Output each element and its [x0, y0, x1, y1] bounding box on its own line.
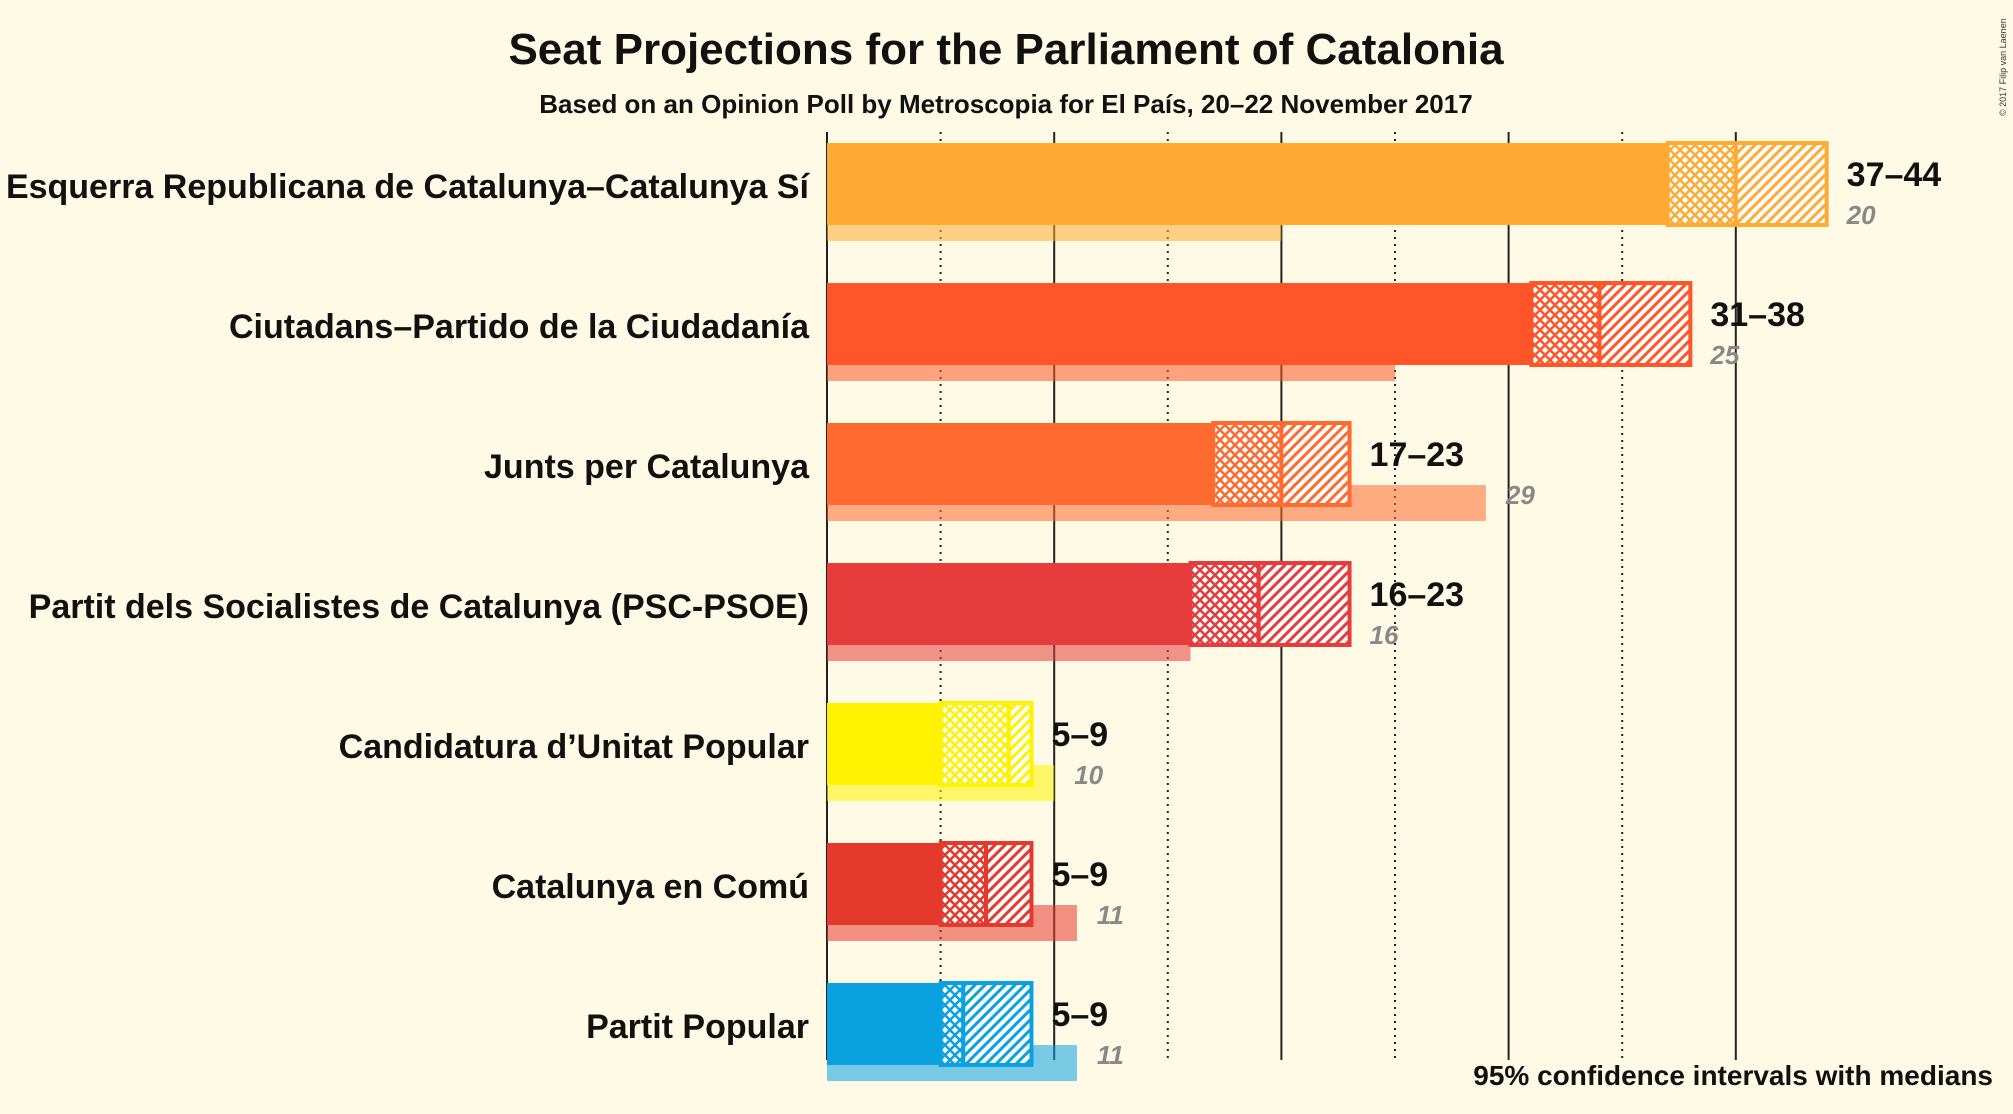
- party-row: Esquerra Republicana de Catalunya–Catalu…: [6, 141, 1942, 241]
- previous-result-label: 29: [1505, 480, 1535, 510]
- ci-upper-bar: [1279, 421, 1352, 507]
- ci-lower-bar: [1665, 141, 1738, 227]
- ci-upper-bar: [1006, 701, 1034, 787]
- ci-upper-bar: [1256, 561, 1352, 647]
- range-label: 31–38: [1710, 296, 1805, 334]
- previous-result-label: 11: [1097, 900, 1124, 930]
- party-label: Esquerra Republicana de Catalunya–Catalu…: [6, 168, 811, 206]
- ci-lower-bar: [938, 981, 966, 1067]
- party-label: Junts per Catalunya: [484, 448, 810, 486]
- solid-bar: [827, 563, 1191, 645]
- range-label: 17–23: [1370, 436, 1465, 474]
- range-label: 37–44: [1847, 156, 1942, 194]
- previous-result-label: 16: [1370, 620, 1399, 650]
- ci-lower-bar: [1188, 561, 1261, 647]
- range-label: 5–9: [1051, 996, 1108, 1034]
- previous-result-label: 10: [1074, 760, 1103, 790]
- ci-upper-bar: [984, 841, 1034, 927]
- party-label: Catalunya en Comú: [492, 868, 809, 906]
- chart-title: Seat Projections for the Parliament of C…: [508, 25, 1504, 74]
- solid-bar: [827, 843, 941, 925]
- solid-bar: [827, 283, 1532, 365]
- party-label: Candidatura d’Unitat Popular: [339, 728, 809, 766]
- party-label: Partit Popular: [586, 1008, 809, 1046]
- solid-bar: [827, 143, 1668, 225]
- party-label: Ciutadans–Partido de la Ciudadanía: [229, 308, 810, 346]
- previous-result-label: 11: [1097, 1040, 1124, 1070]
- ci-lower-bar: [1529, 281, 1602, 367]
- copyright-text: © 2017 Filip van Laenen: [1998, 18, 2008, 116]
- ci-lower-bar: [938, 701, 1011, 787]
- confidence-note: 95% confidence intervals with medians: [1473, 1060, 1993, 1091]
- solid-bar: [827, 983, 941, 1065]
- range-label: 5–9: [1051, 856, 1108, 894]
- ci-lower-bar: [938, 841, 989, 927]
- ci-lower-bar: [1211, 421, 1284, 507]
- party-row: Junts per Catalunya 17–23 29: [484, 421, 1535, 521]
- party-row: Partit Popular 5–9 11: [586, 981, 1124, 1081]
- party-row: Candidatura d’Unitat Popular 5–9 10: [339, 701, 1108, 801]
- range-label: 5–9: [1051, 716, 1108, 754]
- party-label: Partit dels Socialistes de Catalunya (PS…: [29, 588, 809, 626]
- chart-subtitle: Based on an Opinion Poll by Metroscopia …: [539, 89, 1472, 119]
- previous-result-label: 20: [1846, 200, 1876, 230]
- ci-upper-bar: [961, 981, 1034, 1067]
- solid-bar: [827, 703, 941, 785]
- bars-layer: Esquerra Republicana de Catalunya–Catalu…: [6, 141, 1942, 1081]
- ci-upper-bar: [1733, 141, 1829, 227]
- range-label: 16–23: [1370, 576, 1465, 614]
- previous-result-label: 25: [1709, 340, 1739, 370]
- party-row: Catalunya en Comú 5–9 11: [492, 841, 1124, 941]
- party-row: Ciutadans–Partido de la Ciudadanía 31–38 2…: [229, 281, 1805, 381]
- ci-upper-bar: [1597, 281, 1693, 367]
- party-row: Partit dels Socialistes de Catalunya (PS…: [29, 561, 1465, 661]
- solid-bar: [827, 423, 1214, 505]
